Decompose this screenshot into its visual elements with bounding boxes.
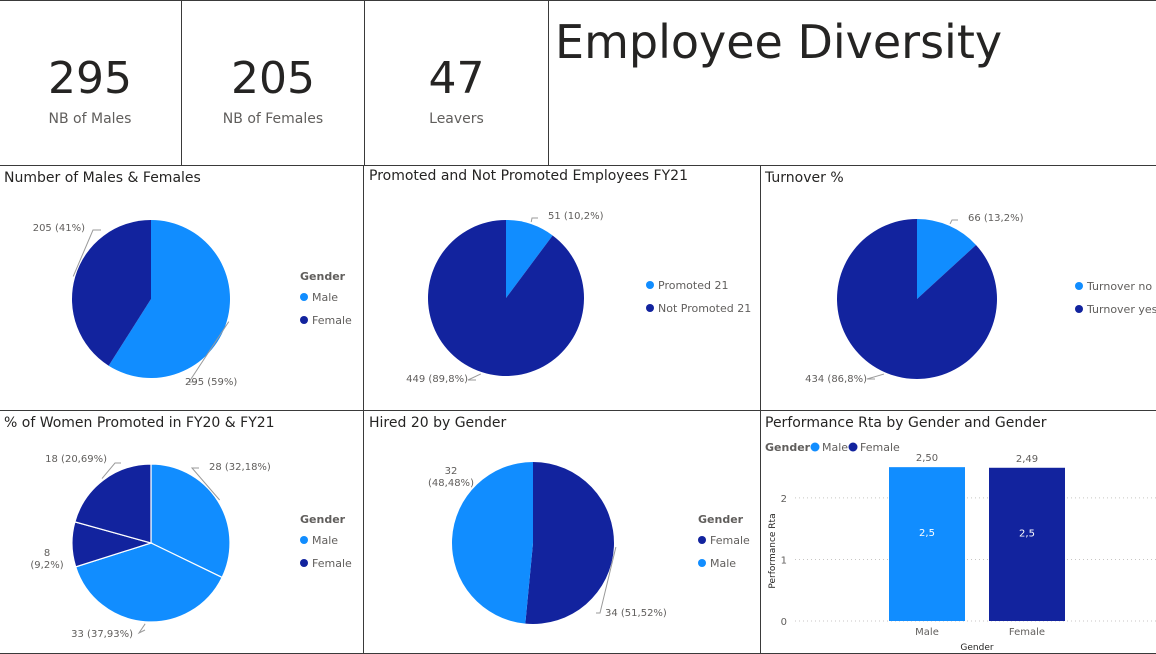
chart-turnover[interactable]: Turnover % 66 (13,2%) 434 (86,8%) Turnover… xyxy=(760,165,1156,411)
legend-marker xyxy=(698,536,706,544)
chart-title: Promoted and Not Promoted Employees FY21 xyxy=(369,168,688,184)
legend-marker xyxy=(300,316,308,324)
y-tick-label: 1 xyxy=(781,555,787,566)
leader-line xyxy=(72,229,101,277)
x-tick-label: Male xyxy=(915,627,939,638)
pie-slice xyxy=(525,462,614,624)
bar-value-label: 2,50 xyxy=(916,453,938,464)
kpi-label: Leavers xyxy=(429,111,484,127)
bar-inner-label: 2,5 xyxy=(1019,528,1035,539)
leader-line xyxy=(596,546,617,614)
data-label: 66 (13,2%) xyxy=(968,213,1024,224)
leader-line xyxy=(530,217,538,223)
legend-item: Not Promoted 21 xyxy=(658,302,751,315)
pie-slice xyxy=(108,220,230,378)
data-label: 32 xyxy=(445,466,458,477)
leader-line xyxy=(190,467,221,501)
legend-item: Promoted 21 xyxy=(658,279,728,292)
pie-slice xyxy=(74,542,223,623)
leader-line xyxy=(188,321,230,383)
data-label: (9,2%) xyxy=(30,560,63,571)
leader-line xyxy=(949,219,958,225)
page-title-panel: Employee Diversity xyxy=(548,0,1156,166)
pie-slice xyxy=(917,219,977,299)
kpi-value: 205 xyxy=(231,53,315,104)
leader-line xyxy=(101,462,121,479)
kpi-value: 295 xyxy=(48,53,132,104)
legend-marker xyxy=(300,559,308,567)
x-axis-label: Gender xyxy=(960,643,993,653)
legend-item: Female xyxy=(710,534,750,547)
kpi-card-leavers[interactable]: 47 Leavers xyxy=(364,0,549,166)
chart-women-promoted[interactable]: % of Women Promoted in FY20 & FY21 28 (3… xyxy=(0,410,364,654)
legend-title: Gender xyxy=(765,441,811,454)
legend-item: Male xyxy=(312,291,338,304)
legend-marker xyxy=(1075,282,1083,290)
chart-title: % of Women Promoted in FY20 & FY21 xyxy=(4,415,275,431)
data-label: 28 (32,18%) xyxy=(209,462,271,473)
chart-title: Performance Rta by Gender and Gender xyxy=(765,415,1047,431)
legend-item: Male xyxy=(710,557,736,570)
y-axis-label: Performance Rta xyxy=(768,513,778,588)
data-label: 18 (20,69%) xyxy=(45,454,107,465)
bar xyxy=(889,467,965,621)
chart-title: Turnover % xyxy=(765,170,844,186)
kpi-label: NB of Males xyxy=(48,111,132,127)
legend-title: Gender xyxy=(300,270,346,283)
kpi-card-females[interactable]: 205 NB of Females xyxy=(181,0,365,166)
legend-item: Male xyxy=(822,441,848,454)
legend-marker xyxy=(698,559,706,567)
legend-marker xyxy=(300,536,308,544)
legend-marker xyxy=(810,442,820,452)
data-label: 434 (86,8%) xyxy=(805,374,867,385)
legend-title: Gender xyxy=(300,513,346,526)
pie-slice xyxy=(74,463,152,544)
bar-inner-label: 2,5 xyxy=(919,528,935,539)
x-tick-label: Female xyxy=(1009,627,1045,638)
pie-slice xyxy=(71,220,151,366)
data-label: 34 (51,52%) xyxy=(605,608,667,619)
data-label: 295 (59%) xyxy=(185,377,237,388)
kpi-card-males[interactable]: 295 NB of Males xyxy=(0,0,182,166)
legend-marker xyxy=(646,304,654,312)
y-tick-label: 2 xyxy=(781,494,787,505)
chart-hired[interactable]: Hired 20 by Gender 34 (51,52%) 32 (48,48%)… xyxy=(363,410,761,654)
legend-marker xyxy=(848,442,858,452)
data-label: 8 xyxy=(44,548,50,559)
legend-item: Female xyxy=(312,314,352,327)
legend-marker xyxy=(646,281,654,289)
chart-promoted[interactable]: Promoted and Not Promoted Employees FY21… xyxy=(363,165,761,411)
legend-item: Female xyxy=(312,557,352,570)
chart-title: Number of Males & Females xyxy=(4,170,201,186)
leader-line xyxy=(866,373,885,380)
data-label: 51 (10,2%) xyxy=(548,211,604,222)
chart-performance[interactable]: Performance Rta by Gender and Gender Gen… xyxy=(760,410,1156,654)
data-label: 205 (41%) xyxy=(33,223,85,234)
data-label: 449 (89,8%) xyxy=(406,374,468,385)
legend-item: Turnover no xyxy=(1086,280,1152,293)
legend-item: Female xyxy=(860,441,900,454)
kpi-label: NB of Females xyxy=(222,111,324,127)
pie-slice xyxy=(506,220,553,298)
pie-slice xyxy=(837,219,997,379)
leader-line xyxy=(137,623,146,635)
bar xyxy=(989,467,1065,621)
legend-title: Gender xyxy=(698,513,744,526)
y-tick-label: 0 xyxy=(781,617,787,628)
kpi-value: 47 xyxy=(428,53,485,104)
leader-line xyxy=(467,373,482,381)
bar-value-label: 2,49 xyxy=(1016,454,1038,465)
chart-title: Hired 20 by Gender xyxy=(369,415,507,431)
legend-item: Male xyxy=(312,534,338,547)
legend-marker xyxy=(1075,305,1083,313)
pie-slice xyxy=(452,462,533,624)
data-label: 33 (37,93%) xyxy=(71,629,133,640)
pie-slice xyxy=(428,220,584,376)
page-title: Employee Diversity xyxy=(555,15,1003,69)
legend-item: Turnover yes xyxy=(1086,303,1156,316)
chart-males-females[interactable]: Number of Males & Females 295 (59%) 205 (… xyxy=(0,165,364,411)
legend-marker xyxy=(300,293,308,301)
data-label: (48,48%) xyxy=(428,478,474,489)
pie-slice xyxy=(150,463,231,579)
